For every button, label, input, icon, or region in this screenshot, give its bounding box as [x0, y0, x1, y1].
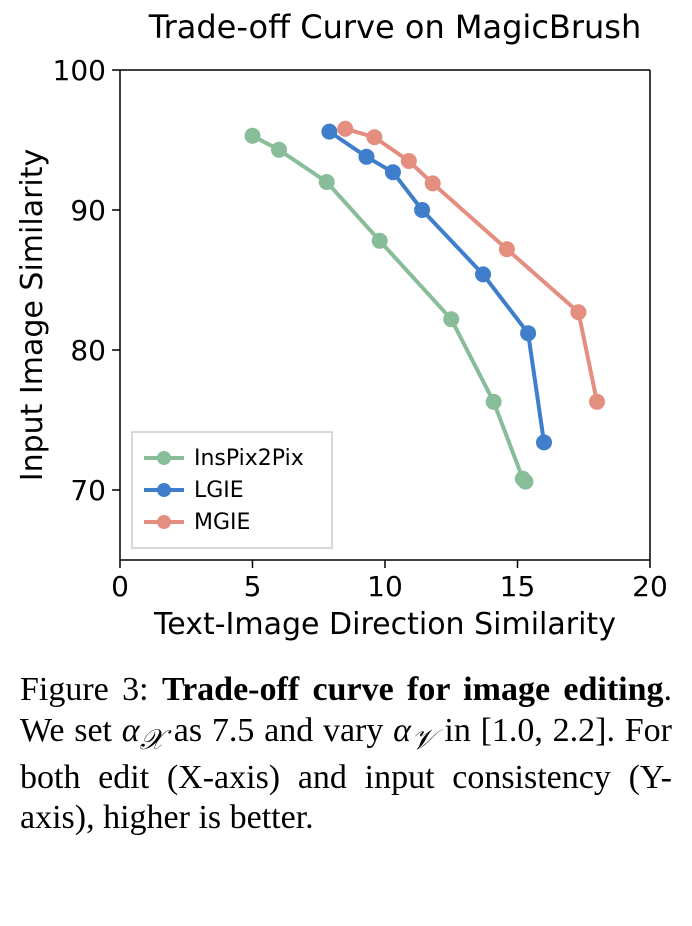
- figure-container: Trade-off Curve on MagicBrush 0 5 10 15 20 70 8…: [0, 0, 692, 926]
- y-tick-label: 100: [53, 54, 106, 87]
- x-tick-label: 0: [111, 570, 129, 603]
- series-marker-lgie: [358, 149, 374, 165]
- series-marker-mgie: [366, 129, 382, 145]
- series-marker-mgie: [589, 394, 605, 410]
- series-marker-inspix2pix: [372, 233, 388, 249]
- series-marker-inspix2pix: [443, 311, 459, 327]
- series-marker-mgie: [499, 241, 515, 257]
- legend-swatch-marker: [157, 451, 171, 465]
- x-tick-label: 15: [500, 570, 536, 603]
- y-tick-label: 90: [70, 194, 106, 227]
- series-line-inspix2pix: [253, 136, 526, 482]
- series-marker-inspix2pix: [319, 174, 335, 190]
- series-marker-mgie: [570, 304, 586, 320]
- series-marker-inspix2pix: [517, 474, 533, 490]
- figure-caption: Figure 3: Trade-off curve for image edit…: [20, 670, 672, 839]
- y-tick-label: 80: [70, 334, 106, 367]
- x-axis-label: Text-Image Direction Similarity: [153, 607, 616, 642]
- series-marker-lgie: [321, 124, 337, 140]
- caption-t2: as 7.5 and vary: [164, 712, 393, 749]
- series-marker-inspix2pix: [271, 142, 287, 158]
- series-marker-mgie: [401, 153, 417, 169]
- x-tick-label: 20: [632, 570, 668, 603]
- series-marker-lgie: [475, 266, 491, 282]
- tradeoff-chart: Trade-off Curve on MagicBrush 0 5 10 15 20 70 8…: [0, 0, 692, 650]
- series-marker-mgie: [337, 121, 353, 137]
- series-marker-lgie: [520, 325, 536, 341]
- caption-fignum: Figure 3:: [20, 671, 149, 708]
- series-marker-inspix2pix: [486, 394, 502, 410]
- caption-bold: Trade-off curve for image editing: [162, 671, 664, 708]
- y-tick-label: 70: [70, 474, 106, 507]
- legend-label: LGIE: [194, 478, 244, 503]
- legend-swatch-marker: [157, 515, 171, 529]
- series-marker-lgie: [414, 202, 430, 218]
- y-axis-label: Input Image Similarity: [15, 149, 50, 482]
- chart-title: Trade-off Curve on MagicBrush: [148, 8, 642, 46]
- series-marker-lgie: [536, 434, 552, 450]
- legend-label: MGIE: [194, 510, 250, 535]
- x-tick-label: 10: [367, 570, 403, 603]
- series-marker-inspix2pix: [245, 128, 261, 144]
- series-marker-lgie: [385, 164, 401, 180]
- alpha-v-symbol: α𝒱: [393, 712, 434, 749]
- x-tick-label: 5: [244, 570, 262, 603]
- series-marker-mgie: [425, 175, 441, 191]
- legend-label: InsPix2Pix: [194, 446, 304, 471]
- legend-swatch-marker: [157, 483, 171, 497]
- alpha-x-symbol: α𝒳: [122, 712, 164, 749]
